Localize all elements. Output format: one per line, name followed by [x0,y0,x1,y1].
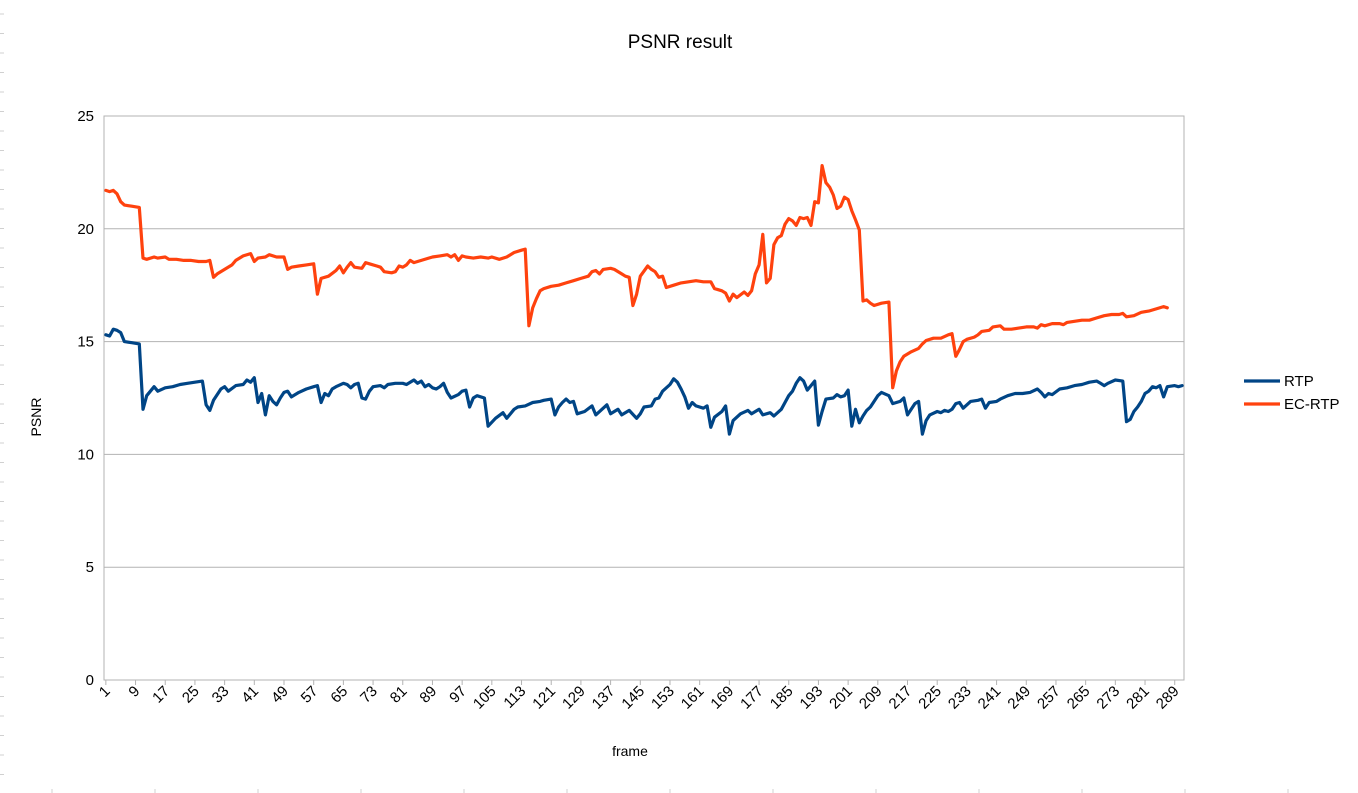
sheet-ruler-marks [0,13,1289,793]
legend-label: RTP [1284,373,1314,390]
series-line-rtp [104,327,1184,436]
series-lines [104,164,1184,436]
y-axis-label: PSNR [28,398,44,437]
y-tick-label: 0 [86,672,94,689]
x-axis-label: frame [612,743,648,759]
y-tick-label: 10 [77,446,94,463]
chart-title: PSNR result [628,32,733,53]
series-line-ec-rtp [104,164,1169,390]
plot-area-frame [103,115,1185,681]
chart-legend: RTP EC-RTP [1244,373,1340,413]
y-tick-label: 20 [77,221,94,238]
y-tick-label: 25 [77,108,94,125]
legend-label: EC-RTP [1284,396,1340,413]
y-tick-label: 5 [86,559,94,576]
y-tick-label: 15 [77,334,94,351]
y-axis-tick-labels: 0 5 10 15 20 25 [77,108,94,689]
